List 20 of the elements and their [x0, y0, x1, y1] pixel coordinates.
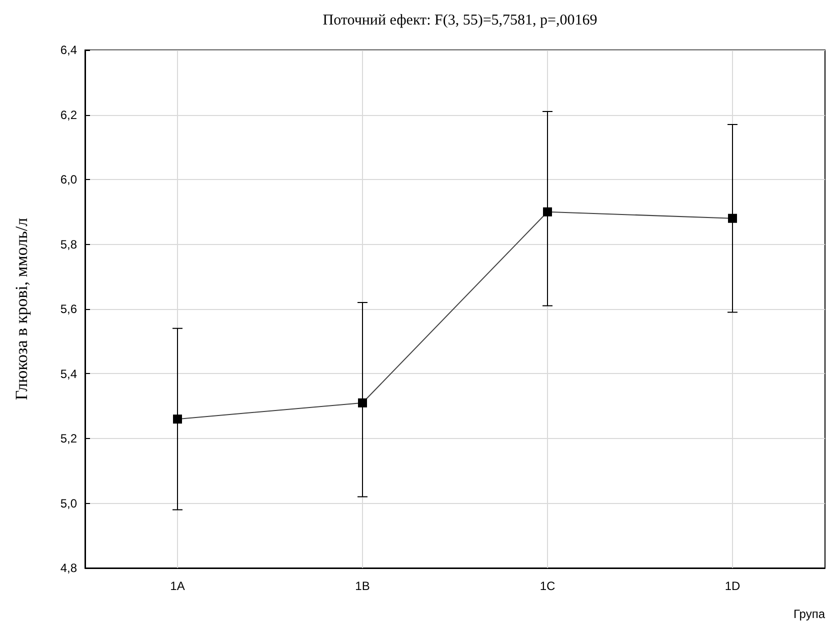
y-tick-label: 6,4: [60, 43, 78, 57]
y-tick-label: 5,8: [60, 237, 78, 252]
chart-title: Поточний ефект: F(3, 55)=5,7581, p=,00169: [322, 12, 598, 28]
y-tick-label: 6,2: [60, 108, 78, 122]
y-tick-label: 4,8: [60, 561, 78, 575]
y-tick-label: 5,4: [60, 366, 78, 381]
x-tick-label: 1C: [540, 579, 556, 593]
y-tick-label: 5,6: [60, 302, 78, 316]
y-tick-label: 5,0: [60, 496, 78, 510]
x-tick-label: 1B: [355, 579, 370, 593]
point: [173, 414, 182, 424]
y-axis-title: Глюкоза в крові, ммоль/л: [12, 217, 31, 400]
y-tick-label: 6,0: [60, 172, 78, 186]
x-axis-title: Група: [793, 607, 826, 621]
point: [543, 207, 552, 216]
point: [358, 398, 367, 408]
y-tick-label: 5,2: [60, 432, 78, 446]
x-tick-label: 1D: [724, 579, 740, 593]
x-tick-label: 1A: [170, 579, 185, 593]
point: [728, 214, 737, 223]
